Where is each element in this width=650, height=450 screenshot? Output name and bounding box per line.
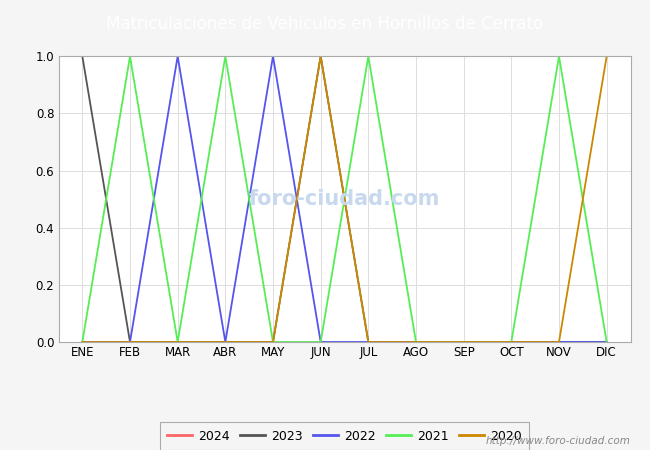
Legend: 2024, 2023, 2022, 2021, 2020: 2024, 2023, 2022, 2021, 2020 bbox=[160, 422, 529, 450]
Text: Matriculaciones de Vehiculos en Hornillos de Cerrato: Matriculaciones de Vehiculos en Hornillo… bbox=[107, 14, 543, 33]
Text: foro-ciudad.com: foro-ciudad.com bbox=[249, 189, 440, 209]
Text: http://www.foro-ciudad.com: http://www.foro-ciudad.com bbox=[486, 436, 630, 446]
